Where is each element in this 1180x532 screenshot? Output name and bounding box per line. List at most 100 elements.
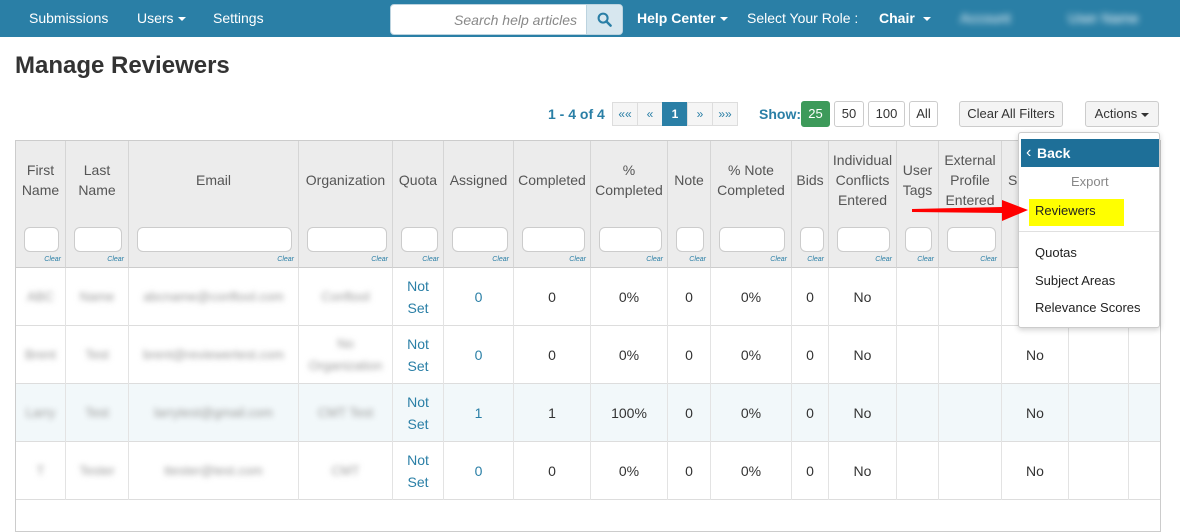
menu-item-subject-areas[interactable]: Subject Areas [1035, 273, 1116, 288]
cell-completed: 0 [514, 442, 591, 500]
nav-help-center[interactable]: Help Center [637, 10, 728, 26]
search-button[interactable] [586, 5, 622, 34]
col-quota[interactable]: Quota [393, 141, 444, 218]
organization-value: Conftool [321, 289, 370, 304]
filter-clear-link[interactable]: Clear [492, 256, 509, 263]
nav-settings[interactable]: Settings [213, 10, 264, 26]
cell-quota[interactable]: Not Set [393, 326, 444, 384]
nav-users[interactable]: Users [137, 10, 186, 26]
back-menu-item[interactable]: ‹ Back [1021, 139, 1159, 167]
blurred-account-menu[interactable]: Account [960, 10, 1011, 26]
col-note[interactable]: Note [668, 141, 711, 218]
filter-input[interactable] [800, 227, 824, 252]
pager-next[interactable]: » [687, 102, 713, 126]
menu-item-relevance-scores[interactable]: Relevance Scores [1035, 300, 1141, 315]
filter-input[interactable] [74, 227, 122, 252]
reviewers-highlight [1029, 199, 1124, 226]
filter-clear-link[interactable]: Clear [107, 256, 124, 263]
filter-input[interactable] [24, 227, 59, 252]
col-pct-note-completed[interactable]: % Note Completed [711, 141, 792, 218]
filter-input[interactable] [947, 227, 996, 252]
filter-input[interactable] [719, 227, 785, 252]
cell-assigned[interactable]: 0 [444, 442, 514, 500]
col-email[interactable]: Email [129, 141, 299, 218]
col-organization[interactable]: Organization [299, 141, 393, 218]
filter-input[interactable] [452, 227, 508, 252]
filter-user-tags: Clear [897, 218, 939, 268]
filter-clear-link[interactable]: Clear [917, 256, 934, 263]
filter-clear-link[interactable]: Clear [807, 256, 824, 263]
col-bids[interactable]: Bids [792, 141, 829, 218]
filter-clear-link[interactable]: Clear [875, 256, 892, 263]
pager-last[interactable]: »» [712, 102, 738, 126]
cell-email: abcname@conftool.com [129, 268, 299, 326]
table-row[interactable]: Larry Test larrytest@gmail.com CMT Test … [16, 384, 1160, 442]
email-value: larrytest@gmail.com [154, 405, 273, 420]
filter-input[interactable] [401, 227, 438, 252]
filter-input[interactable] [599, 227, 662, 252]
role-selector[interactable]: Chair [879, 10, 931, 26]
reviewers-table: First Name Last Name Email Organization … [15, 140, 1161, 532]
filter-input[interactable] [676, 227, 704, 252]
cell-conflicts: No [829, 384, 897, 442]
show-100-button[interactable]: 100 [868, 101, 905, 127]
filter-clear-link[interactable]: Clear [44, 256, 61, 263]
col-individual-conflicts[interactable]: Individual Conflicts Entered [829, 141, 897, 218]
cell-assigned[interactable]: 0 [444, 326, 514, 384]
cell-organization: CMT [299, 442, 393, 500]
filter-clear-link[interactable]: Clear [277, 256, 294, 263]
filter-clear-link[interactable]: Clear [646, 256, 663, 263]
cell-assigned[interactable]: 0 [444, 268, 514, 326]
show-all-button[interactable]: All [909, 101, 938, 127]
table-row[interactable]: ABC Name abcname@conftool.com Conftool N… [16, 268, 1160, 326]
blurred-user-menu[interactable]: User Name [1068, 10, 1139, 26]
cell-quota[interactable]: Not Set [393, 268, 444, 326]
col-completed[interactable]: Completed [514, 141, 591, 218]
col-pct-completed[interactable]: % Completed [591, 141, 668, 218]
pager-prev[interactable]: « [637, 102, 663, 126]
filter-input[interactable] [137, 227, 292, 252]
filter-clear-link[interactable]: Clear [569, 256, 586, 263]
page-title: Manage Reviewers [15, 52, 230, 79]
table-row[interactable]: Brent Test brent@reviewertest.com No Org… [16, 326, 1160, 384]
nav-submissions[interactable]: Submissions [29, 10, 109, 26]
menu-divider [1019, 231, 1159, 232]
cell-user-tags [897, 442, 939, 500]
filter-bids: Clear [792, 218, 829, 268]
filter-clear-link[interactable]: Clear [770, 256, 787, 263]
show-50-button[interactable]: 50 [834, 101, 864, 127]
col-external-profile[interactable]: External Profile Entered [939, 141, 1002, 218]
cell-quota[interactable]: Not Set [393, 442, 444, 500]
last-name-value: Name [79, 289, 115, 304]
role-value: Chair [879, 10, 915, 26]
filter-input[interactable] [307, 227, 387, 252]
menu-item-reviewers[interactable]: Reviewers [1035, 203, 1096, 218]
filter-input[interactable] [522, 227, 585, 252]
col-last-name[interactable]: Last Name [66, 141, 129, 218]
pager-first[interactable]: «« [612, 102, 638, 126]
col-user-tags[interactable]: User Tags [897, 141, 939, 218]
col-first-name[interactable]: First Name [16, 141, 66, 218]
filter-input[interactable] [905, 227, 932, 252]
filter-clear-link[interactable]: Clear [689, 256, 706, 263]
filter-input[interactable] [837, 227, 890, 252]
table-row[interactable]: T Tester ttester@test.com CMT Not Set 0 … [16, 442, 1160, 500]
cell-quota[interactable]: Not Set [393, 384, 444, 442]
actions-button[interactable]: Actions [1085, 101, 1159, 127]
show-25-button[interactable]: 25 [801, 101, 830, 127]
filter-clear-link[interactable]: Clear [980, 256, 997, 263]
filter-conflicts: Clear [829, 218, 897, 268]
cell-empty [1069, 326, 1129, 384]
cell-conflicts: No [829, 326, 897, 384]
pager-page-1[interactable]: 1 [662, 102, 688, 126]
filter-pct-completed: Clear [591, 218, 668, 268]
menu-item-quotas[interactable]: Quotas [1035, 245, 1077, 260]
filter-clear-link[interactable]: Clear [422, 256, 439, 263]
col-assigned[interactable]: Assigned [444, 141, 514, 218]
search-input[interactable] [391, 5, 587, 34]
cell-pct-completed: 0% [591, 268, 668, 326]
filter-external-profile: Clear [939, 218, 1002, 268]
cell-assigned[interactable]: 1 [444, 384, 514, 442]
filter-clear-link[interactable]: Clear [371, 256, 388, 263]
clear-all-filters-button[interactable]: Clear All Filters [959, 101, 1063, 127]
